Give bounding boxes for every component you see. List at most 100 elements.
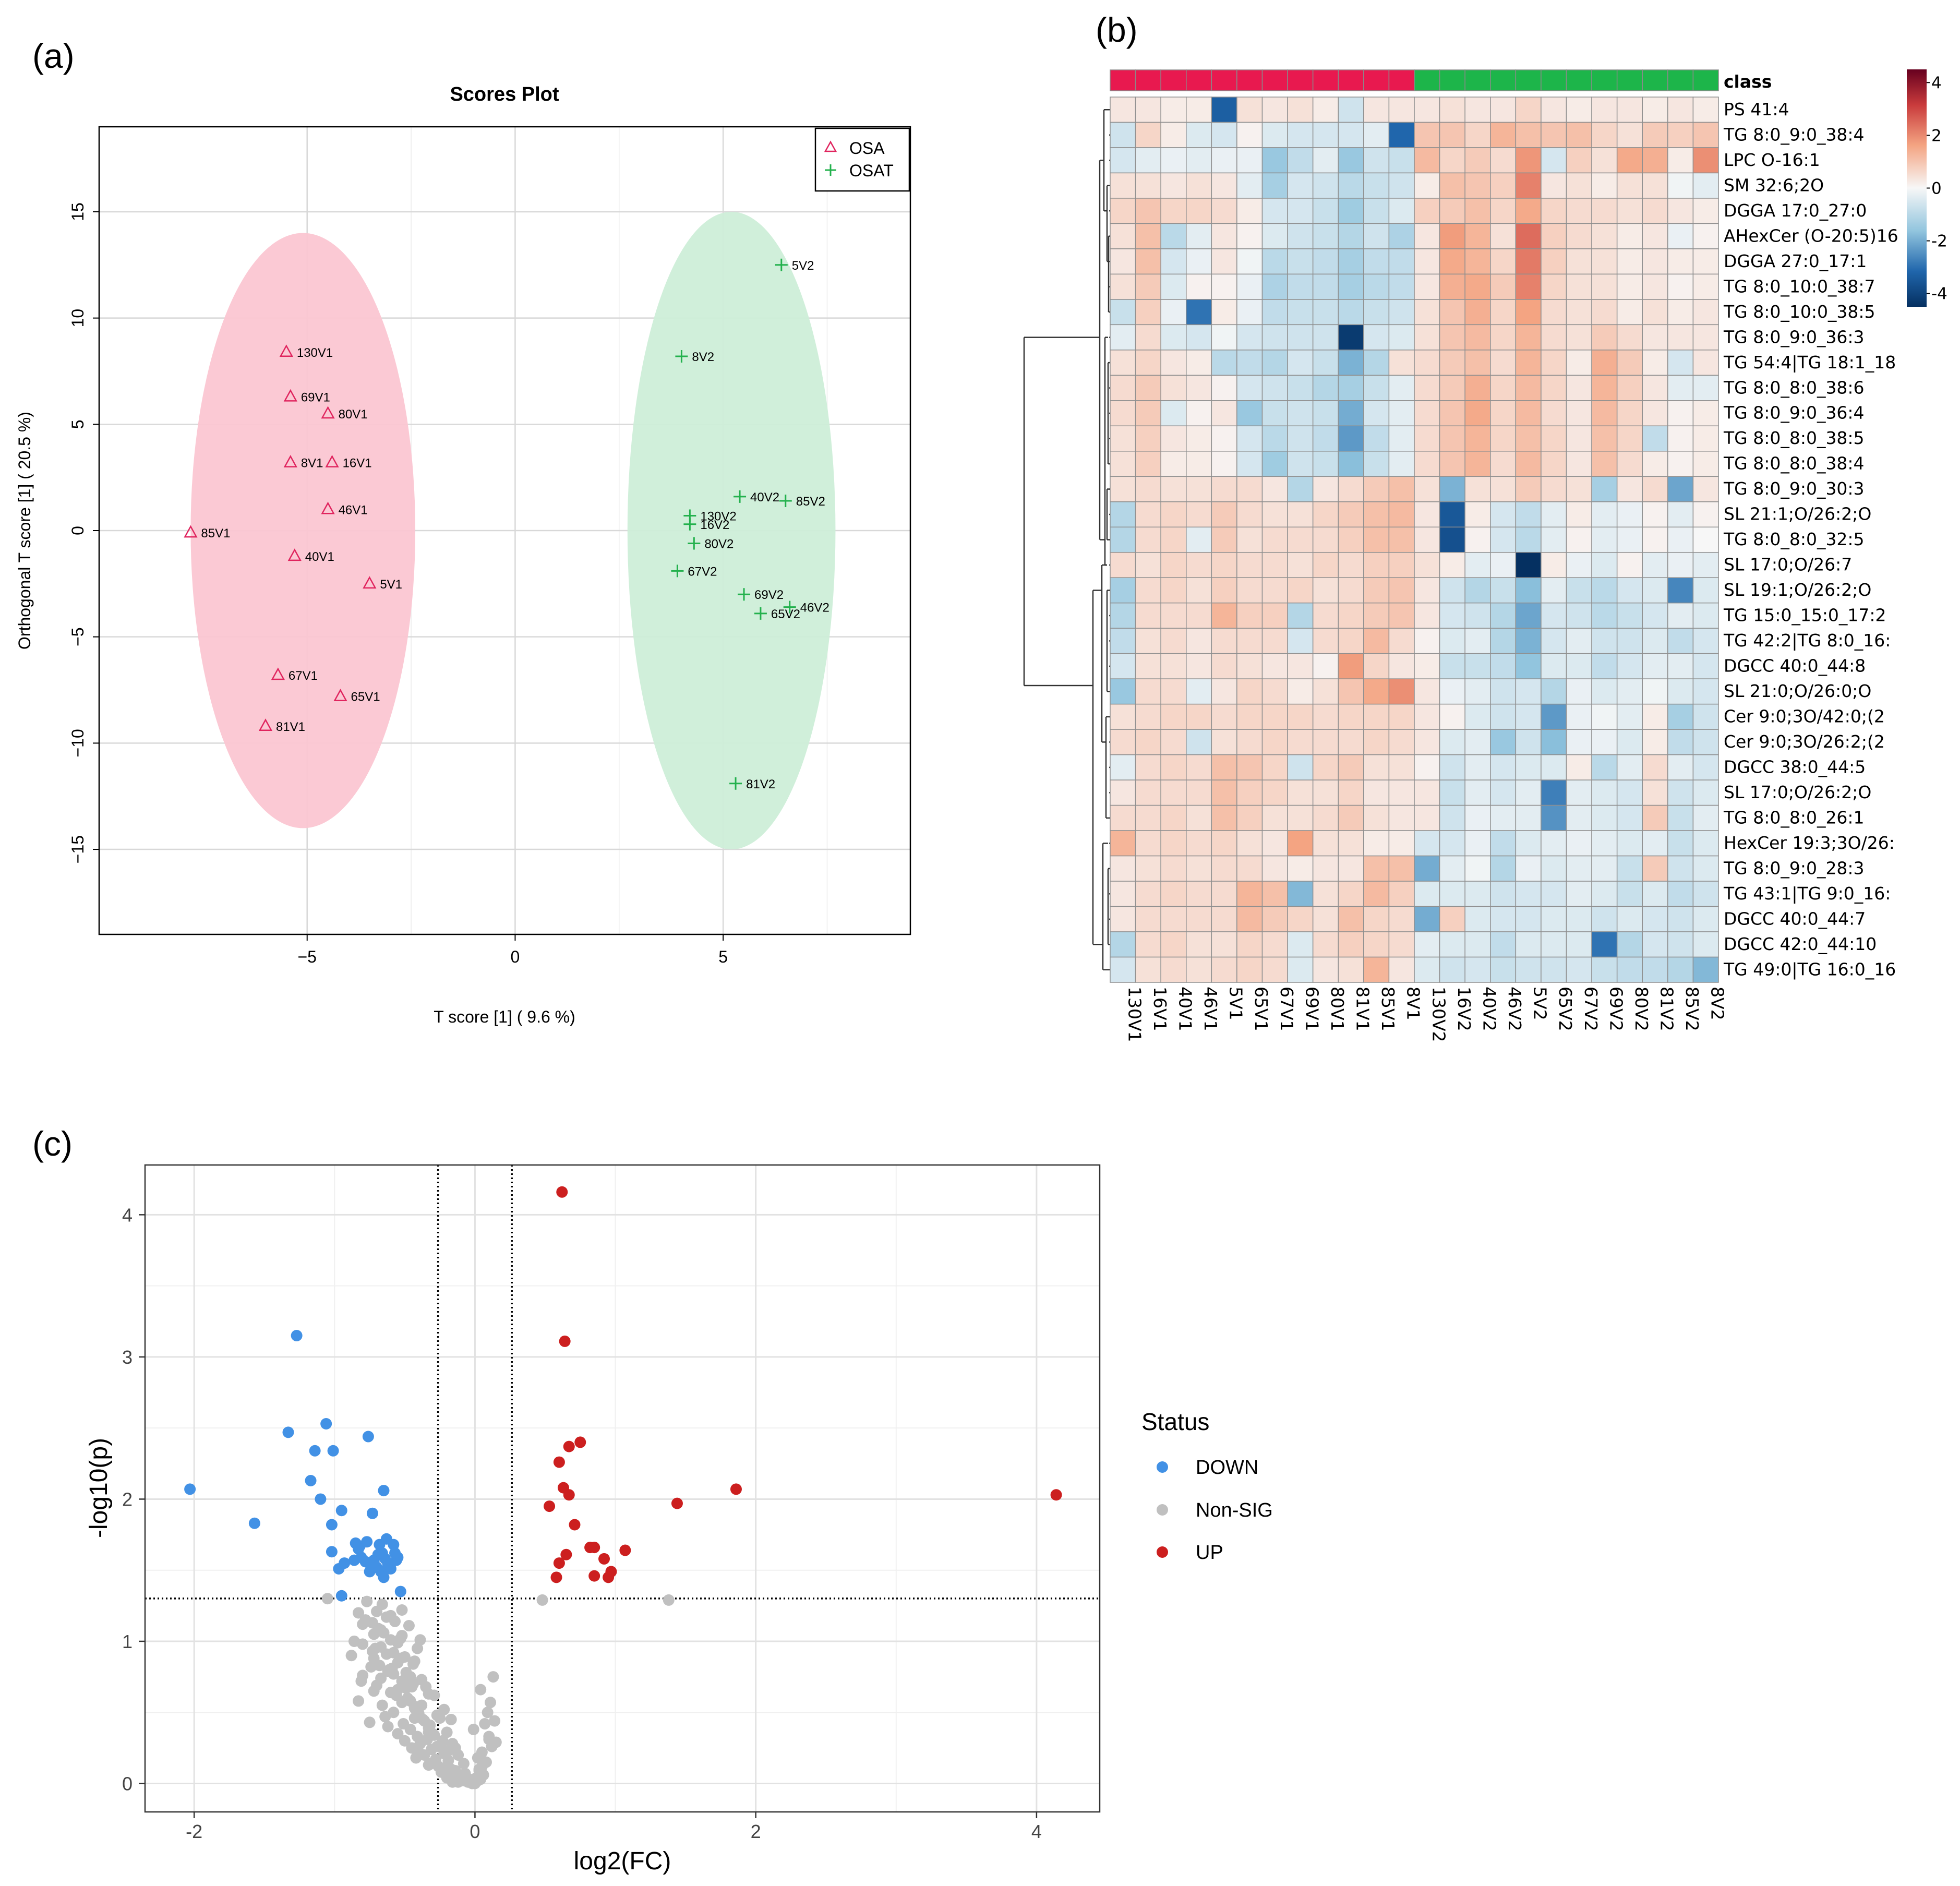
- heatmap-cell: [1490, 577, 1517, 604]
- heatmap-class-label: class: [1724, 71, 1772, 92]
- heatmap-cell: [1110, 602, 1136, 629]
- heatmap-cell: [1414, 223, 1440, 249]
- heatmap-cell: [1591, 122, 1618, 148]
- heatmap-cell: [1616, 324, 1643, 351]
- heatmap-cell: [1490, 400, 1517, 427]
- scores-ellipse-osat: [627, 211, 836, 850]
- scores-xtick-label: 0: [511, 947, 520, 966]
- heatmap-row-label: TG 8:0_9:0_28:3: [1723, 858, 1865, 878]
- heatmap-cell: [1236, 97, 1263, 123]
- heatmap-cell: [1211, 425, 1237, 452]
- heatmap-cell: [1261, 779, 1288, 806]
- heatmap-cell: [1338, 501, 1364, 528]
- heatmap-class-cell: [1388, 69, 1415, 91]
- volcano-point-nonsig: [418, 1715, 430, 1727]
- volcano-legend-down-swatch: [1157, 1461, 1168, 1473]
- scores-point: [783, 600, 796, 614]
- volcano-point-nonsig: [475, 1684, 487, 1696]
- heatmap-cell: [1515, 628, 1542, 654]
- heatmap-cell: [1363, 198, 1390, 224]
- heatmap-cell: [1312, 881, 1339, 907]
- volcano-point-down: [362, 1431, 374, 1443]
- heatmap-cell: [1414, 602, 1440, 629]
- heatmap-cell: [1236, 350, 1263, 376]
- heatmap-cell: [1211, 653, 1237, 679]
- heatmap-cell: [1591, 223, 1618, 249]
- heatmap-cell: [1363, 248, 1390, 275]
- heatmap-cell: [1591, 602, 1618, 629]
- heatmap-cell: [1566, 248, 1592, 275]
- heatmap-cell: [1616, 602, 1643, 629]
- heatmap-cell: [1515, 551, 1542, 578]
- heatmap-cell: [1692, 577, 1719, 604]
- heatmap-cell: [1211, 476, 1237, 502]
- heatmap-cell: [1287, 931, 1314, 958]
- heatmap-cell: [1363, 122, 1390, 148]
- heatmap-row-label: SL 21:0;O/26:0;O: [1724, 681, 1871, 701]
- heatmap-class-bar: [1110, 69, 1719, 91]
- volcano-point-up: [563, 1440, 575, 1452]
- heatmap-cell: [1135, 375, 1161, 401]
- heatmap-cell: [1566, 906, 1592, 932]
- heatmap-cell: [1642, 855, 1668, 882]
- colorbar-tick-label: 4: [1931, 74, 1942, 92]
- heatmap-cell: [1211, 97, 1237, 123]
- heatmap-cell: [1338, 526, 1364, 553]
- heatmap-cell: [1591, 147, 1618, 174]
- volcano-point-nonsig: [663, 1594, 675, 1606]
- heatmap-cell: [1160, 501, 1187, 528]
- heatmap-column-label: 130V1: [1124, 987, 1145, 1042]
- heatmap-cell: [1135, 653, 1161, 679]
- heatmap-row-label: TG 43:1|TG 9:0_16:: [1723, 883, 1891, 904]
- heatmap-cell: [1591, 678, 1618, 705]
- heatmap-cell: [1312, 906, 1339, 932]
- colorbar-tick-label: -2: [1931, 232, 1947, 251]
- heatmap-cell: [1541, 198, 1567, 224]
- scores-point: [734, 490, 747, 503]
- scores-ytick-label: 15: [68, 202, 87, 221]
- volcano-legend-nonsig: Non-SIG: [1196, 1499, 1273, 1521]
- volcano-point-up: [574, 1436, 586, 1448]
- volcano-point-down: [326, 1546, 338, 1558]
- heatmap-cell: [1287, 602, 1314, 629]
- heatmap-cell: [1236, 147, 1263, 174]
- heatmap-cell: [1363, 324, 1390, 351]
- heatmap-cell: [1591, 754, 1618, 780]
- heatmap-row-label: TG 8:0_9:0_36:3: [1723, 327, 1865, 347]
- volcano-ytick-label: 1: [122, 1631, 133, 1652]
- heatmap-cell: [1338, 577, 1364, 604]
- heatmap-cell: [1388, 501, 1415, 528]
- heatmap-cell: [1160, 526, 1187, 553]
- heatmap-cell: [1667, 653, 1694, 679]
- heatmap-cell: [1439, 526, 1465, 553]
- heatmap-cell: [1667, 931, 1694, 958]
- heatmap-cell: [1515, 729, 1542, 755]
- heatmap-cell: [1135, 223, 1161, 249]
- volcano-plot-points: [184, 1186, 1062, 1789]
- volcano-point-nonsig: [487, 1671, 499, 1683]
- volcano-point-up: [560, 1548, 572, 1560]
- heatmap-cell: [1642, 703, 1668, 730]
- heatmap-cell: [1135, 754, 1161, 780]
- heatmap-cell: [1287, 324, 1314, 351]
- heatmap-cell: [1160, 451, 1187, 477]
- heatmap-cell: [1642, 324, 1668, 351]
- volcano-point-nonsig: [379, 1711, 391, 1723]
- heatmap-cell: [1363, 628, 1390, 654]
- heatmap-cell: [1236, 729, 1263, 755]
- heatmap-cell: [1338, 198, 1364, 224]
- heatmap-cell: [1135, 830, 1161, 857]
- heatmap-cell: [1363, 703, 1390, 730]
- heatmap-cell: [1160, 678, 1187, 705]
- scores-ytick-label: −15: [68, 835, 87, 863]
- heatmap-cell: [1591, 906, 1618, 932]
- dendrogram-branch: [1099, 159, 1105, 540]
- heatmap-cell: [1236, 273, 1263, 300]
- heatmap-cell: [1388, 451, 1415, 477]
- heatmap-cell: [1642, 350, 1668, 376]
- heatmap-cell: [1414, 273, 1440, 300]
- heatmap-cell: [1464, 653, 1491, 679]
- heatmap-cell: [1388, 804, 1415, 831]
- volcano-legend-title: Status: [1141, 1408, 1209, 1435]
- heatmap-class-cell: [1515, 69, 1542, 91]
